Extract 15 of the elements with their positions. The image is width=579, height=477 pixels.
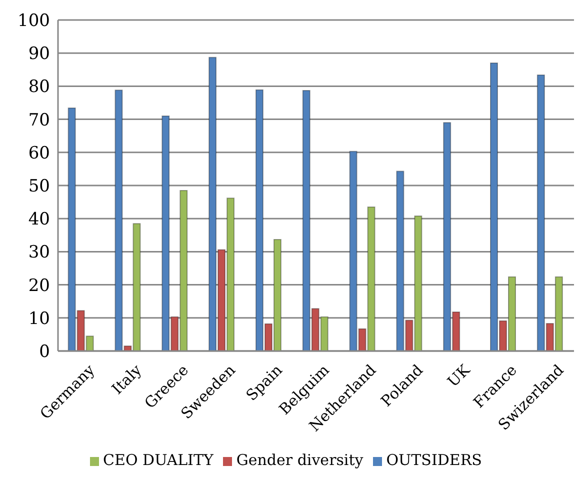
x-tick-label: UK: [444, 360, 474, 391]
y-tick-label: 20: [28, 276, 50, 296]
y-tick-label: 30: [28, 242, 50, 263]
y-tick-label: 10: [28, 308, 50, 329]
y-tick-label: 0: [39, 342, 50, 362]
y-tick-label: 50: [28, 176, 50, 197]
y-tick-label: 40: [28, 210, 50, 230]
legend-label: Gender diversity: [236, 451, 364, 469]
legend-label: OUTSIDERS: [386, 451, 482, 469]
y-tick-label: 70: [28, 110, 50, 130]
y-tick-label: 100: [18, 11, 50, 32]
y-tick-label: 60: [28, 143, 50, 164]
y-tick-label: 90: [28, 44, 50, 64]
legend-label: CEO DUALITY: [103, 451, 214, 469]
y-tick-label: 80: [28, 77, 50, 98]
